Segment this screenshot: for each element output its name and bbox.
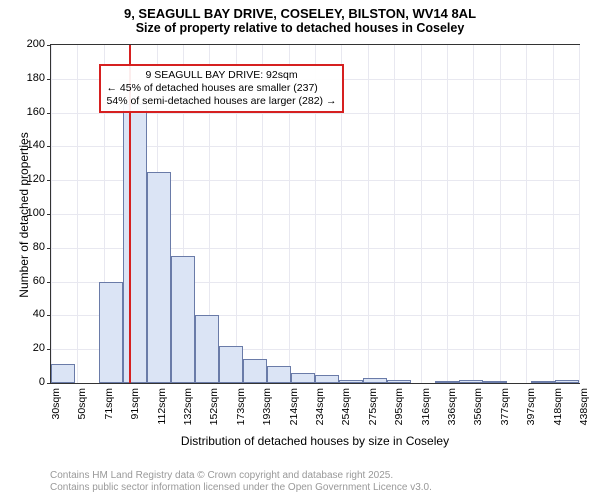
x-tick-label: 91sqm [129, 388, 141, 430]
x-tick-label: 438sqm [578, 388, 590, 430]
y-tick-label: 40 [33, 308, 45, 320]
histogram-bar [51, 364, 75, 383]
annotation-box: 9 SEAGULL BAY DRIVE: 92sqm← 45% of detac… [99, 64, 345, 113]
chart-title: 9, SEAGULL BAY DRIVE, COSELEY, BILSTON, … [0, 6, 600, 21]
histogram-bar [291, 373, 315, 383]
x-tick-label: 30sqm [50, 388, 62, 430]
histogram-bar [531, 381, 555, 383]
chart-header: 9, SEAGULL BAY DRIVE, COSELEY, BILSTON, … [0, 0, 600, 35]
x-tick-label: 193sqm [261, 388, 273, 430]
y-tick-label: 60 [33, 275, 45, 287]
x-tick-label: 254sqm [340, 388, 352, 430]
histogram-bar [195, 315, 219, 383]
x-tick-label: 173sqm [235, 388, 247, 430]
x-tick-label: 295sqm [393, 388, 405, 430]
x-tick-label: 397sqm [525, 388, 537, 430]
histogram-bar [171, 256, 195, 383]
y-tick-label: 100 [27, 207, 45, 219]
x-tick-label: 112sqm [156, 388, 168, 430]
y-tick-label: 0 [39, 376, 45, 388]
histogram-bar [315, 375, 339, 383]
y-tick-label: 160 [27, 106, 45, 118]
x-tick-label: 50sqm [76, 388, 88, 430]
y-tick-label: 20 [33, 342, 45, 354]
x-tick-label: 71sqm [103, 388, 115, 430]
histogram-bar [99, 282, 123, 383]
x-tick-label: 132sqm [182, 388, 194, 430]
footer-attribution: Contains HM Land Registry data © Crown c… [50, 470, 432, 494]
histogram-bar [363, 378, 387, 383]
histogram-bar [555, 380, 579, 383]
x-tick-label: 152sqm [208, 388, 220, 430]
histogram-bar [459, 380, 483, 383]
histogram-bar [267, 366, 291, 383]
y-tick-label: 120 [27, 173, 45, 185]
histogram-bar [147, 172, 171, 383]
y-tick-label: 180 [27, 72, 45, 84]
histogram-bar [123, 104, 147, 383]
y-tick-label: 140 [27, 139, 45, 151]
x-tick-label: 234sqm [314, 388, 326, 430]
x-tick-label: 336sqm [446, 388, 458, 430]
histogram-bar [387, 380, 411, 383]
histogram-bar [483, 381, 507, 383]
x-tick-label: 275sqm [367, 388, 379, 430]
chart-subtitle: Size of property relative to detached ho… [0, 21, 600, 35]
x-tick-label: 356sqm [472, 388, 484, 430]
y-tick-label: 200 [27, 38, 45, 50]
x-tick-label: 214sqm [288, 388, 300, 430]
histogram-bar [435, 381, 459, 383]
histogram-bar [219, 346, 243, 383]
x-tick-label: 418sqm [552, 388, 564, 430]
x-axis-label: Distribution of detached houses by size … [50, 434, 580, 448]
histogram-bar [243, 359, 267, 383]
chart-plot-area: 9 SEAGULL BAY DRIVE: 92sqm← 45% of detac… [50, 44, 580, 384]
histogram-bar [339, 380, 363, 383]
y-tick-label: 80 [33, 241, 45, 253]
x-tick-label: 316sqm [420, 388, 432, 430]
x-tick-label: 377sqm [499, 388, 511, 430]
